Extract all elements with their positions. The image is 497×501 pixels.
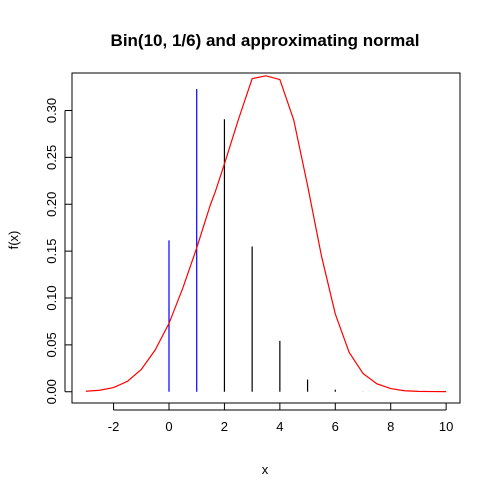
chart-title: Bin(10, 1/6) and approximating normal: [111, 31, 420, 50]
x-tick-label: 8: [387, 419, 394, 434]
y-axis-label: f(x): [6, 231, 21, 250]
x-tick-label: 4: [276, 419, 283, 434]
x-tick-label: 2: [221, 419, 228, 434]
y-tick-label: 0.10: [44, 285, 59, 310]
x-tick-label: 10: [439, 419, 453, 434]
y-tick-label: 0.25: [44, 145, 59, 170]
y-tick-label: 0.15: [44, 238, 59, 263]
normal-curve: [85, 75, 447, 393]
x-tick-label: -2: [108, 419, 120, 434]
x-tick-label: 0: [165, 419, 172, 434]
x-tick-label: 6: [332, 419, 339, 434]
y-axis: 0.00 0.05 0.10 0.15 0.20 0.25 0.30: [44, 98, 72, 404]
normal-curve-layer: [85, 75, 447, 393]
plot-frame: [71, 72, 461, 404]
pmf-spikes: [168, 88, 364, 392]
x-axis-label: x: [262, 462, 269, 477]
x-axis: -2 0 2 4 6 8 10: [108, 403, 453, 434]
y-tick-label: 0.20: [44, 192, 59, 217]
y-tick-label: 0.30: [44, 98, 59, 123]
y-tick-label: 0.00: [44, 379, 59, 404]
y-tick-label: 0.05: [44, 332, 59, 357]
